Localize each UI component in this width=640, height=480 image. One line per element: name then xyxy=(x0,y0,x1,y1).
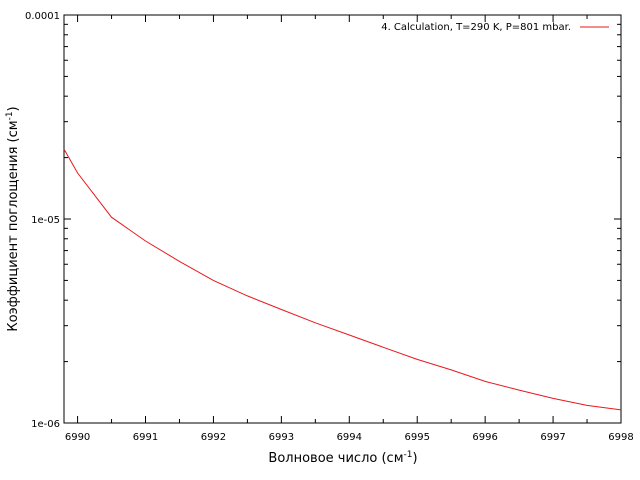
x-tick-label: 6994 xyxy=(337,432,362,443)
y-tick-label: 1e-05 xyxy=(31,215,60,226)
y-axis-title-sup: -1 xyxy=(5,111,15,120)
x-tick-label: 6992 xyxy=(201,432,226,443)
y-tick-label: 0.0001 xyxy=(25,11,60,22)
x-tick-label: 6991 xyxy=(133,432,158,443)
series-line-calculation xyxy=(63,148,622,411)
x-axis-title: Волновое число (см-1) xyxy=(268,450,417,466)
y-axis-title-text: Коэффициент поглощения (см xyxy=(6,120,21,331)
x-axis-title-text: Волновое число (см xyxy=(268,451,403,466)
x-tick-label: 6993 xyxy=(269,432,294,443)
x-tick-label: 6990 xyxy=(65,432,90,443)
x-tick-labels: 6990 6991 6992 6993 6994 6995 6996 6997 6998 xyxy=(65,432,634,443)
plot-frame xyxy=(63,14,622,424)
x-tick-label: 6996 xyxy=(472,432,497,443)
legend-label: 4. Calculation, T=290 K, P=801 mbar. xyxy=(381,22,571,33)
x-axis-title-sup: -1 xyxy=(404,450,413,460)
x-tick-label: 6998 xyxy=(608,432,633,443)
x-axis-title-end: ) xyxy=(412,451,417,466)
legend: 4. Calculation, T=290 K, P=801 mbar. xyxy=(381,22,609,33)
y-axis-title: Коэффициент поглощения (см-1) xyxy=(5,106,21,331)
y-tick-label: 1e-06 xyxy=(31,419,60,430)
y-axis-title-end: ) xyxy=(6,106,21,111)
y-tick-labels: 1e-06 1e-05 0.0001 xyxy=(25,11,60,430)
x-tick-label: 6997 xyxy=(540,432,565,443)
x-tick-label: 6995 xyxy=(404,432,429,443)
axis-ticks xyxy=(64,14,622,424)
